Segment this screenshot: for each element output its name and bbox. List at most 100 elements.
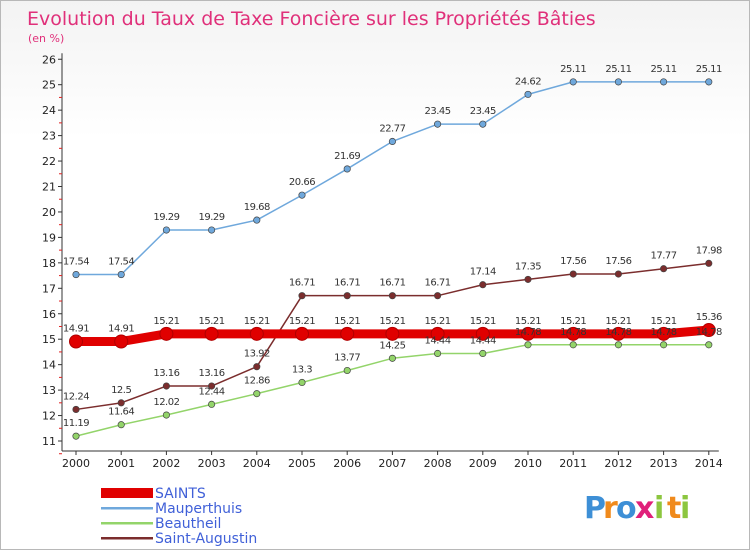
data-point: [705, 341, 713, 349]
data-point: [298, 378, 306, 387]
data-label: 17.54: [63, 257, 89, 268]
y-tick-label: 23: [42, 130, 56, 143]
data-label: 17.77: [651, 251, 677, 262]
data-point: [253, 363, 261, 371]
data-label: 15.21: [199, 316, 225, 327]
data-point: [614, 341, 622, 349]
data-label: 13.16: [153, 368, 179, 379]
data-label: 19.29: [153, 212, 179, 223]
data-label: 25.11: [651, 64, 677, 75]
data-label: 12.02: [153, 397, 179, 408]
data-point: [434, 349, 442, 358]
data-label: 14.78: [560, 327, 586, 338]
data-label: 13.92: [244, 349, 270, 360]
data-label: 12.44: [199, 386, 225, 397]
data-label: 20.66: [289, 177, 315, 188]
data-label: 12.5: [111, 385, 131, 396]
data-label: 15.21: [470, 316, 496, 327]
x-tick-label: 2004: [243, 457, 271, 470]
data-labels: 17.54 17.54 19.29 19.29 19.68 20.66 21.69 22.77…: [63, 64, 723, 429]
data-point: [208, 382, 216, 390]
data-point: [705, 78, 713, 86]
data-label: 14.25: [379, 340, 405, 351]
data-label: 14.78: [515, 327, 541, 338]
x-tick-label: 2008: [424, 457, 452, 470]
data-point: [385, 326, 400, 341]
x-tick-label: 2007: [378, 457, 406, 470]
data-label: 17.98: [696, 245, 722, 256]
data-point: [430, 326, 445, 341]
data-label: 14.78: [696, 327, 722, 338]
data-point: [475, 326, 490, 341]
data-point: [159, 326, 174, 341]
data-label: 16.71: [425, 278, 451, 289]
data-point: [253, 390, 261, 398]
legend-label: Mauperthuis: [155, 501, 242, 517]
data-label: 17.56: [560, 256, 586, 267]
x-tick-label: 2005: [288, 457, 316, 470]
data-point: [298, 191, 306, 199]
x-tick-label: 2014: [695, 457, 723, 470]
data-point: [388, 292, 396, 300]
x-tick-label: 2002: [152, 457, 180, 470]
logo-letter: r: [603, 491, 618, 526]
y-tick-label: 26: [42, 53, 56, 66]
data-point: [479, 281, 487, 289]
chart-subtitle: (en %): [28, 32, 64, 45]
data-point: [614, 270, 622, 278]
data-label: 15.21: [334, 316, 360, 327]
data-point: [566, 326, 581, 341]
y-tick-label: 21: [42, 181, 56, 194]
data-point: [705, 259, 713, 267]
x-tick-label: 2013: [650, 457, 678, 470]
data-label: 14.91: [108, 323, 134, 334]
x-tick-label: 2000: [62, 457, 90, 470]
data-point: [660, 78, 668, 86]
chart-title: Evolution du Taux de Taxe Foncière sur l…: [27, 8, 596, 30]
y-tick-label: 14: [42, 359, 56, 372]
data-point: [343, 165, 351, 173]
logo-letter: x: [635, 491, 654, 526]
data-label: 24.62: [515, 76, 541, 87]
data-point: [479, 349, 487, 358]
logo-letter: o: [616, 491, 637, 526]
y-tick-label: 13: [42, 384, 56, 397]
series-layer: [69, 78, 716, 440]
data-label: 17.35: [515, 261, 541, 272]
data-label: 14.91: [63, 323, 89, 334]
data-label: 12.24: [63, 391, 89, 402]
data-label: 15.21: [425, 316, 451, 327]
data-point: [72, 271, 80, 279]
y-tick-label: 17: [42, 282, 56, 295]
data-point: [524, 341, 532, 349]
data-label: 25.11: [696, 64, 722, 75]
y-tick-label: 22: [42, 155, 56, 168]
data-label: 19.29: [199, 212, 225, 223]
y-tick-label: 11: [42, 435, 56, 448]
data-label: 12.86: [244, 376, 270, 387]
data-label: 14.78: [651, 327, 677, 338]
data-label: 22.77: [379, 123, 405, 134]
data-point: [611, 326, 626, 341]
logo-letter: t: [667, 491, 681, 526]
data-label: 11.64: [108, 407, 134, 418]
data-point: [343, 366, 351, 375]
axes: 11 12 13 14 15 16 17 18 19 20 21 22 23 24 25 26 2000 2001…: [42, 53, 723, 470]
data-point: [117, 421, 125, 429]
y-tick-label: 18: [42, 257, 56, 270]
data-label: 23.45: [470, 106, 496, 117]
data-label: 23.45: [425, 106, 451, 117]
data-point: [249, 326, 264, 341]
data-label: 17.56: [605, 256, 631, 267]
data-label: 15.21: [289, 316, 315, 327]
data-point: [343, 292, 351, 300]
x-tick-label: 2001: [107, 457, 135, 470]
data-point: [660, 265, 668, 273]
data-label: 14.44: [470, 335, 496, 346]
data-label: 15.21: [379, 316, 405, 327]
data-point: [340, 326, 355, 341]
data-label: 25.11: [560, 64, 586, 75]
y-tick-label: 15: [42, 333, 56, 346]
data-point: [298, 292, 306, 300]
